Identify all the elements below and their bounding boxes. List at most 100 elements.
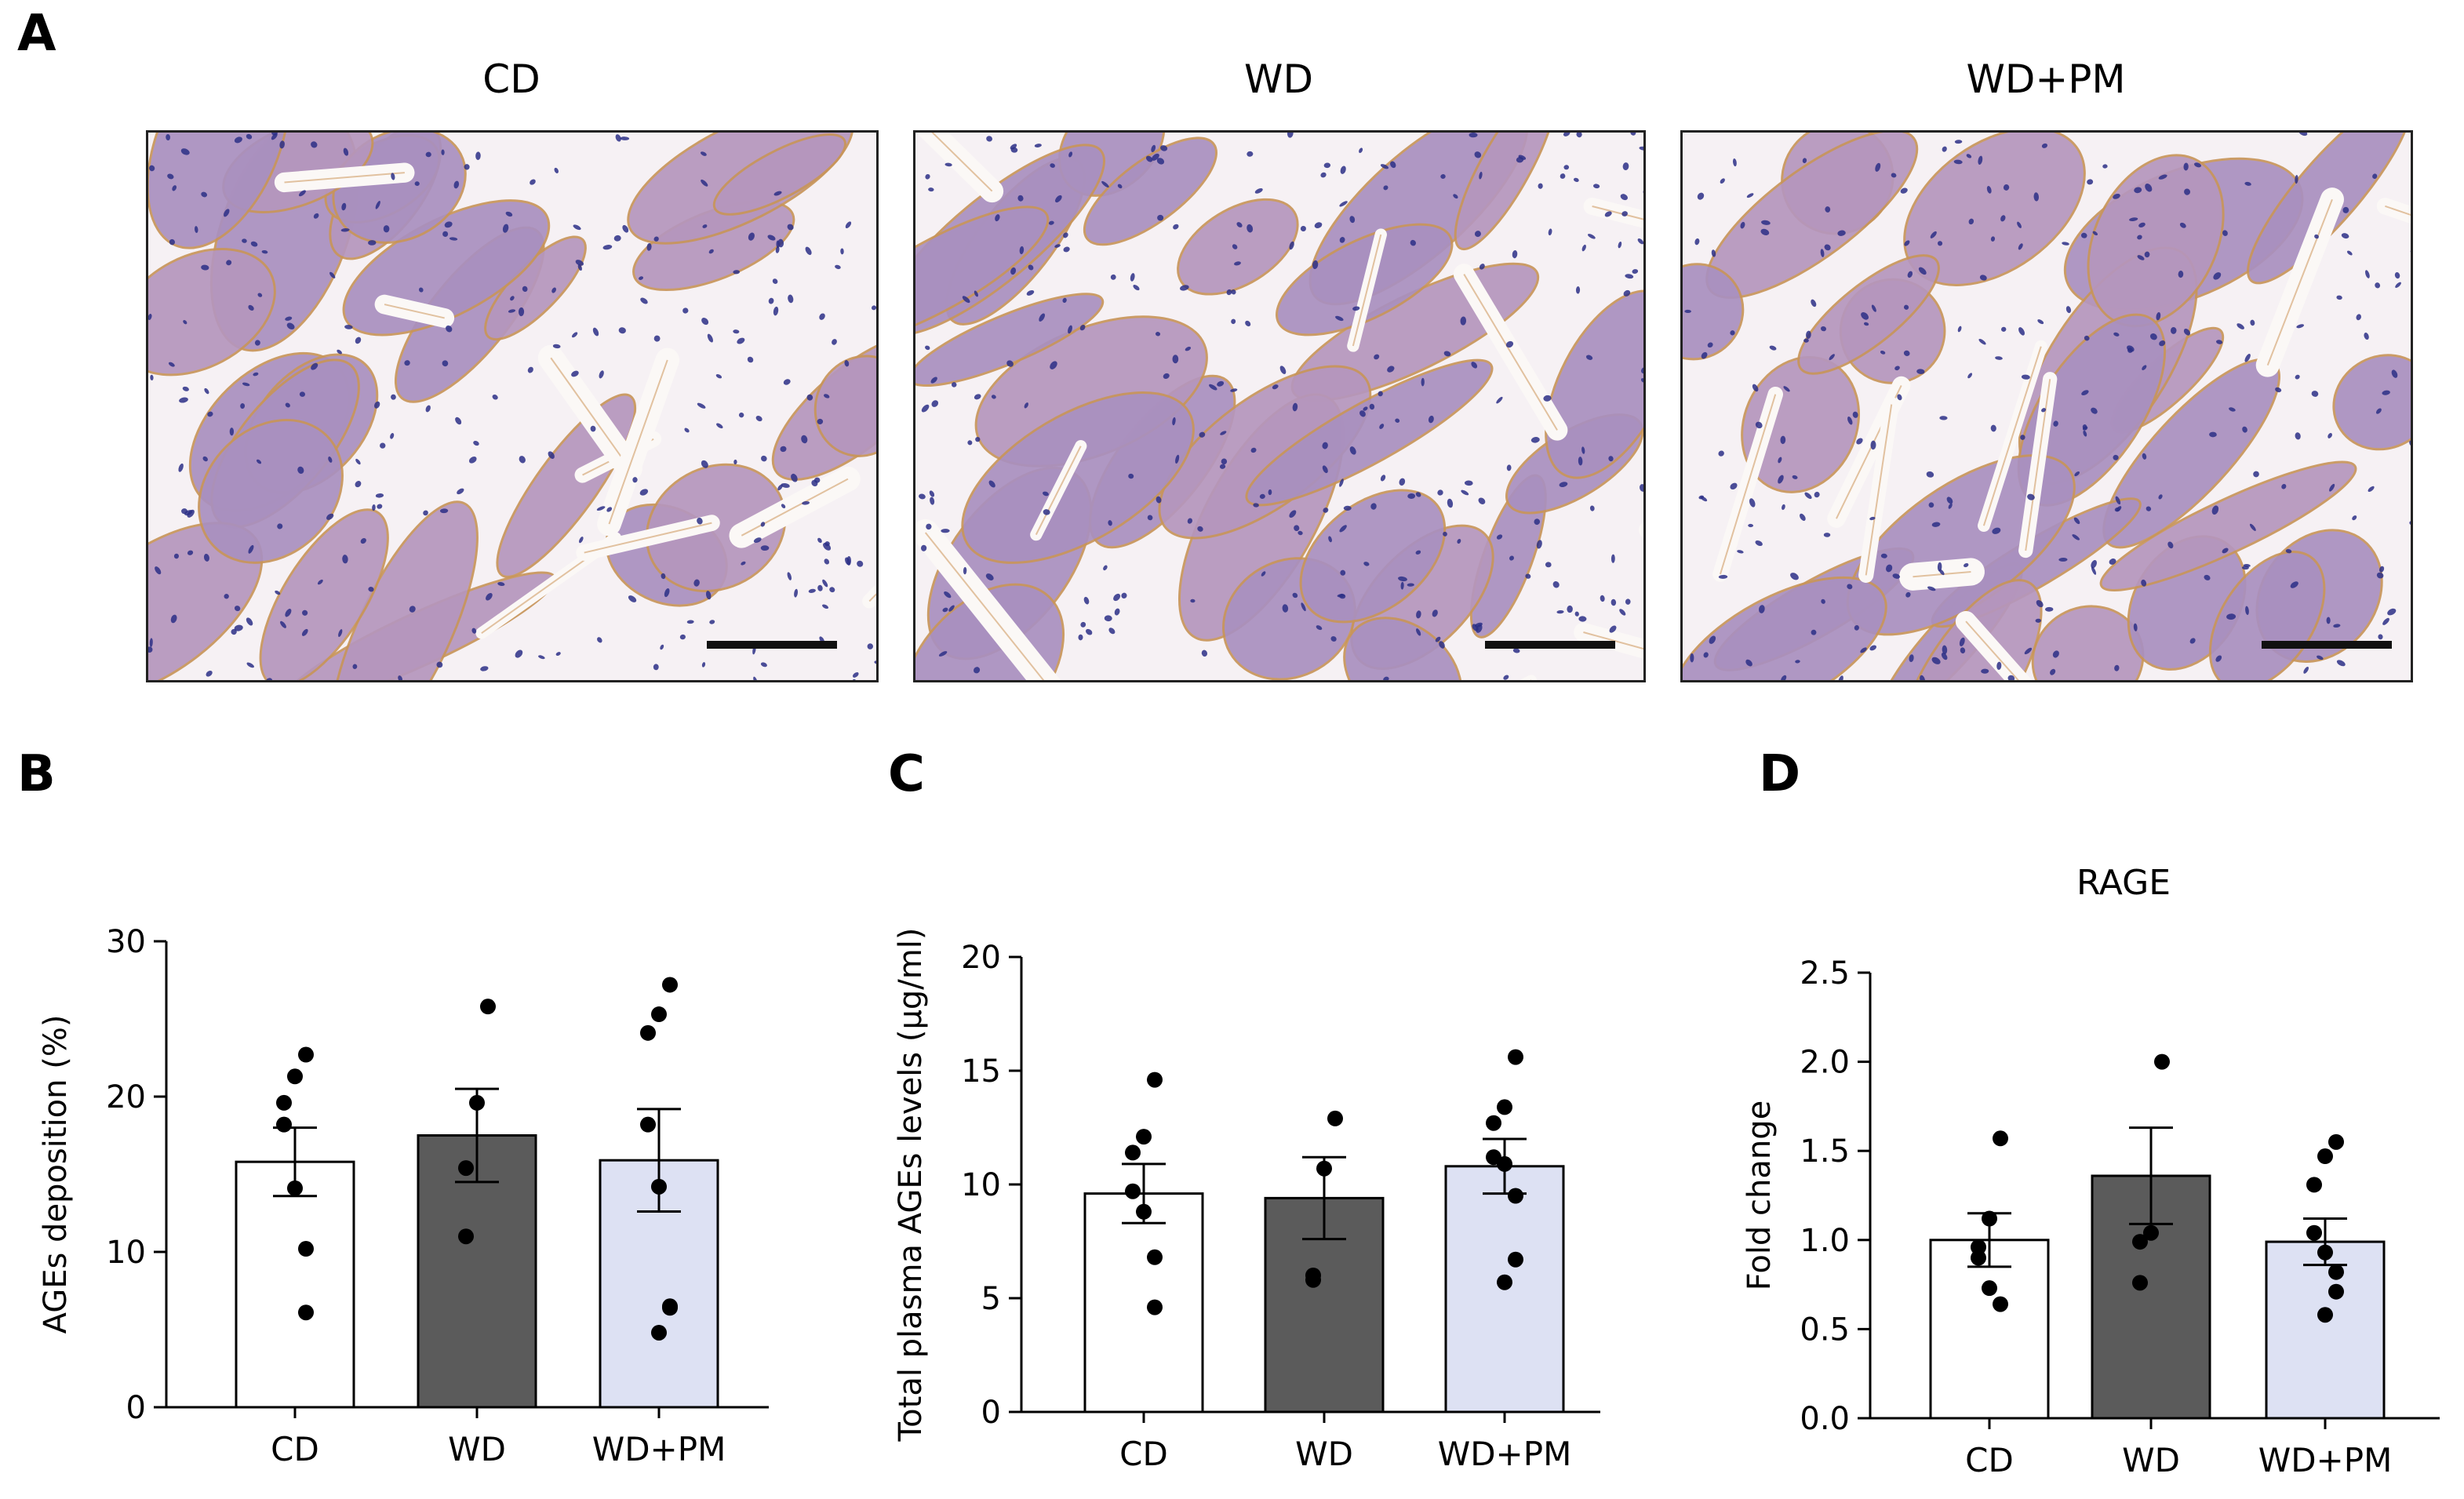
data-point xyxy=(662,977,678,993)
data-point xyxy=(1486,1115,1501,1131)
y-tick-label: 30 xyxy=(106,924,146,960)
panel-letter-d: D xyxy=(1759,745,1801,803)
data-point xyxy=(2132,1275,2148,1291)
data-point xyxy=(458,1228,474,1245)
chart-d: 0.0 0.5 1.0 1.5 2.0 2.5 Fold change RAGE CD WD WD+… xyxy=(1742,863,2440,1479)
data-point xyxy=(1982,1210,1997,1227)
data-point xyxy=(287,1180,303,1196)
data-point xyxy=(2328,1283,2344,1300)
y-axis-title: Total plasma AGEs levels (µg/ml) xyxy=(893,928,929,1443)
x-tick-label: CD xyxy=(271,1430,319,1468)
bar-cd xyxy=(1083,1192,1204,1413)
x-tick-label: WD xyxy=(1295,1435,1353,1473)
y-tick-label: 0.0 xyxy=(1800,1401,1850,1437)
data-point xyxy=(1982,1280,1997,1297)
data-point xyxy=(1497,1274,1512,1290)
bar-cd xyxy=(235,1160,355,1409)
x-tick-label: WD+PM xyxy=(1438,1435,1572,1473)
chart-c: 0 5 10 15 20 Total plasma AGEs levels (µg/ml)… xyxy=(893,928,1600,1473)
data-point xyxy=(2154,1053,2170,1070)
data-point xyxy=(2143,1224,2159,1241)
x-tick-label: WD+PM xyxy=(2258,1441,2393,1479)
y-tick-label: 10 xyxy=(961,1167,1001,1203)
data-point xyxy=(2132,1234,2148,1250)
data-point xyxy=(276,1094,292,1111)
panel-letter-b: B xyxy=(17,745,56,803)
data-point xyxy=(640,1024,656,1041)
data-point xyxy=(1327,1110,1343,1126)
x-tick-label: WD+PM xyxy=(592,1430,726,1468)
tissue-image-cd xyxy=(148,133,876,680)
y-tick-label: 0.5 xyxy=(1800,1312,1850,1348)
data-point xyxy=(662,1300,678,1316)
data-point xyxy=(1125,1144,1141,1161)
panel-letter-c: C xyxy=(888,745,925,803)
y-axis-title: AGEs deposition (%) xyxy=(38,1015,74,1334)
data-point xyxy=(1508,1251,1523,1268)
data-point xyxy=(1497,1155,1512,1172)
chart-b: 0 10 20 30 AGEs deposition (%) CD WD WD+PM xyxy=(38,924,769,1468)
y-tick-label: 5 xyxy=(981,1281,1001,1317)
bar-cd xyxy=(1929,1239,2050,1420)
y-tick-label: 1.5 xyxy=(1800,1133,1850,1170)
data-point xyxy=(298,1241,314,1257)
x-tick-label: WD xyxy=(448,1430,506,1468)
data-point xyxy=(651,1178,667,1195)
x-tick-label: CD xyxy=(1119,1435,1168,1473)
data-point xyxy=(1497,1099,1512,1115)
data-point xyxy=(1971,1250,1986,1266)
scale-bar xyxy=(2262,641,2392,649)
y-tick-label: 20 xyxy=(106,1079,146,1115)
data-point xyxy=(640,1116,656,1133)
y-tick-label: 20 xyxy=(961,940,1001,976)
x-tick-label: WD xyxy=(2122,1441,2180,1479)
data-point xyxy=(2306,1177,2322,1193)
micrograph-label-cd: CD xyxy=(482,56,540,102)
data-point xyxy=(1508,1049,1523,1065)
micrograph-wd-pm xyxy=(1680,130,2413,682)
data-point xyxy=(1147,1299,1163,1315)
tissue-image-wd xyxy=(915,133,1643,680)
data-point xyxy=(1125,1183,1141,1199)
data-point xyxy=(1147,1249,1163,1265)
y-axis-title: Fold change xyxy=(1742,1101,1778,1290)
data-point xyxy=(1993,1296,2008,1312)
y-tick-label: 0 xyxy=(126,1390,146,1426)
data-point xyxy=(480,999,496,1015)
x-tick-label: CD xyxy=(1965,1441,2014,1479)
chart-title: RAGE xyxy=(2076,863,2171,903)
y-tick-label: 15 xyxy=(961,1053,1001,1090)
data-point xyxy=(1316,1160,1332,1177)
data-point xyxy=(276,1116,292,1133)
data-point xyxy=(469,1094,485,1111)
data-point xyxy=(651,1324,667,1341)
scale-bar xyxy=(1485,641,1615,649)
data-point xyxy=(2306,1224,2322,1241)
data-point xyxy=(1136,1129,1152,1145)
y-tick-label: 1.0 xyxy=(1800,1223,1850,1259)
bar-wd-pm xyxy=(2265,1240,2386,1420)
data-point xyxy=(2328,1264,2344,1280)
data-point xyxy=(458,1160,474,1177)
y-tick-label: 10 xyxy=(106,1235,146,1271)
micrograph-label-wd: WD xyxy=(1244,56,1313,102)
data-point xyxy=(1508,1188,1523,1204)
tissue-image-wd-pm xyxy=(1683,133,2411,680)
y-tick-label: 2.5 xyxy=(1800,955,1850,991)
data-point xyxy=(2317,1307,2333,1323)
data-point xyxy=(2317,1244,2333,1261)
scale-bar xyxy=(707,641,837,649)
micrograph-wd xyxy=(913,130,1646,682)
data-point xyxy=(287,1068,303,1085)
data-point xyxy=(2317,1148,2333,1165)
panel-letter-a: A xyxy=(17,5,56,63)
y-tick-label: 2.0 xyxy=(1800,1045,1850,1081)
data-point xyxy=(1993,1130,2008,1147)
data-point xyxy=(298,1304,314,1321)
y-tick-label: 0 xyxy=(981,1395,1001,1431)
data-point xyxy=(651,1006,667,1023)
micrograph-label-wd-pm: WD+PM xyxy=(1966,56,2126,102)
data-point xyxy=(298,1046,314,1063)
data-point xyxy=(2328,1133,2344,1150)
